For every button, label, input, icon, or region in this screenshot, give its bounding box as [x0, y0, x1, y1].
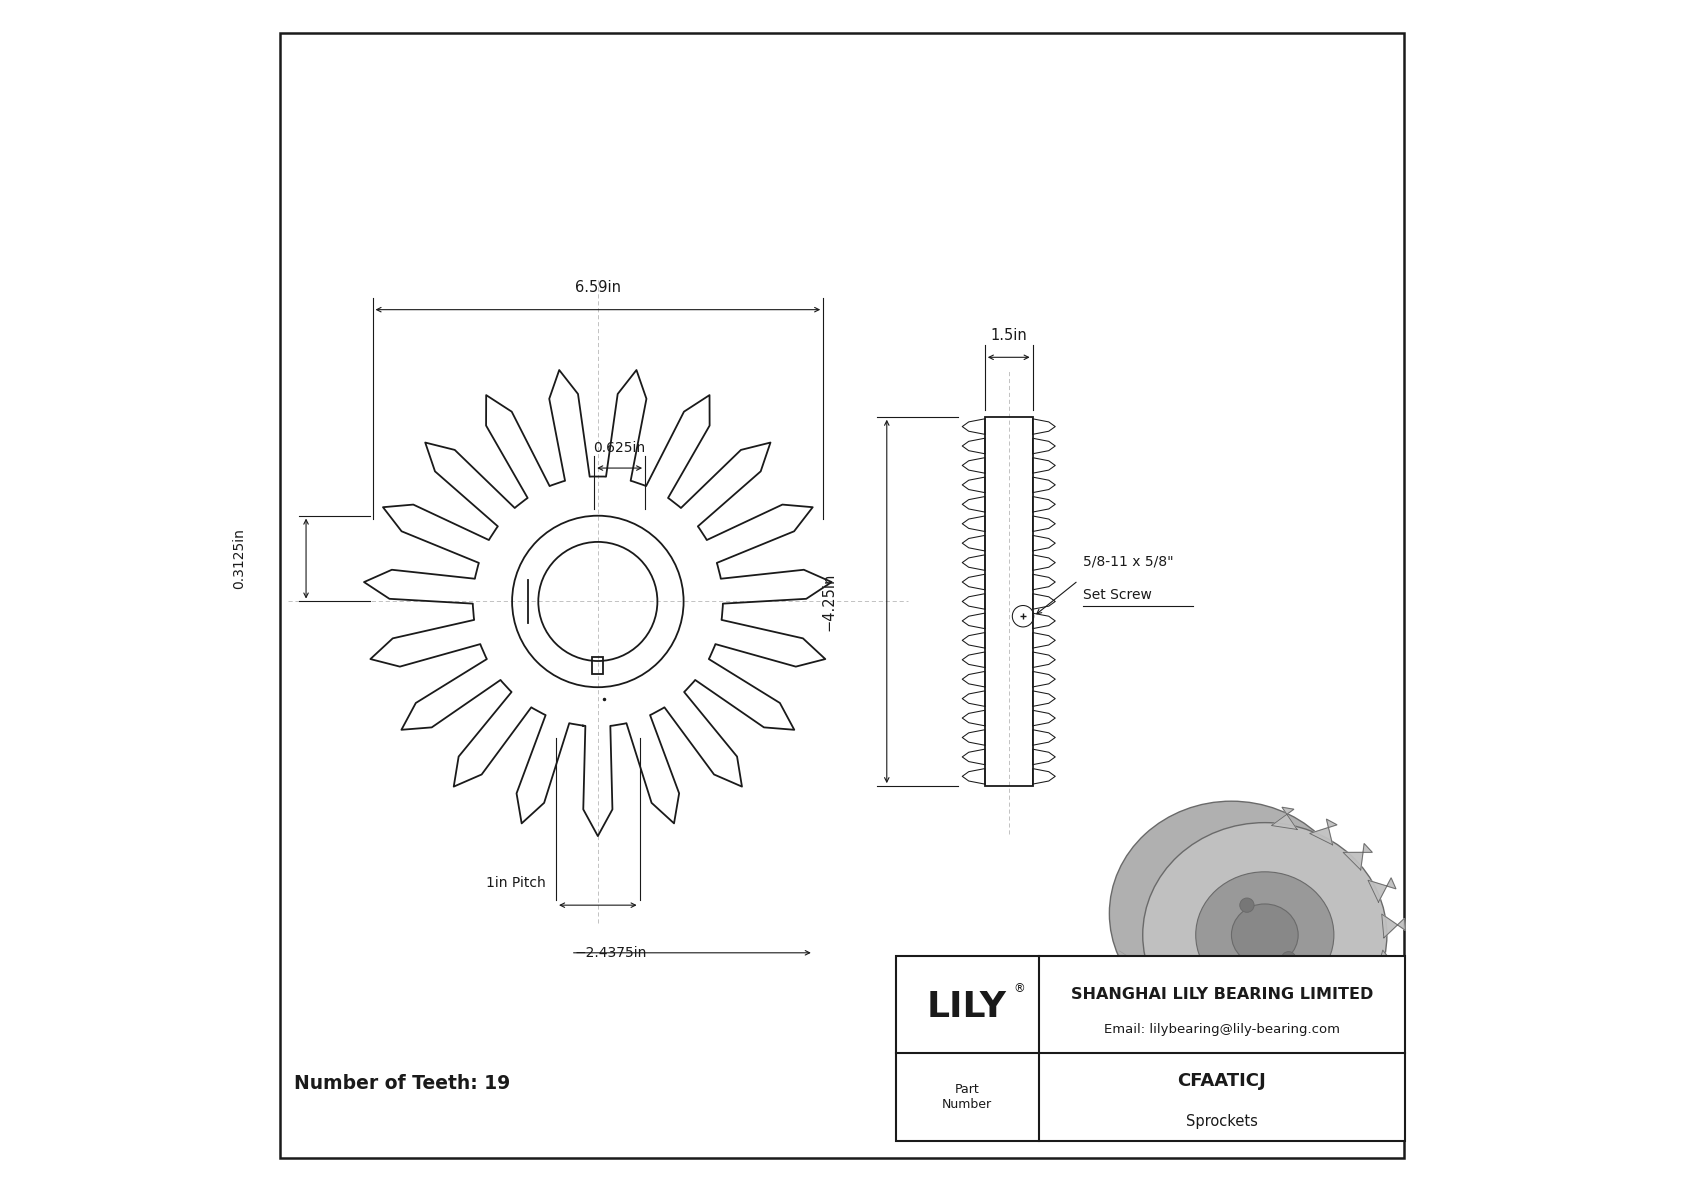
Polygon shape — [1032, 749, 1056, 765]
Polygon shape — [1357, 985, 1386, 1010]
Polygon shape — [1032, 555, 1056, 570]
Text: CFAATICJ: CFAATICJ — [1177, 1072, 1266, 1090]
Polygon shape — [1032, 574, 1056, 590]
Polygon shape — [1292, 1034, 1317, 1059]
Polygon shape — [962, 536, 985, 551]
Polygon shape — [1032, 613, 1056, 629]
Text: Number of Teeth: 19: Number of Teeth: 19 — [295, 1074, 510, 1093]
Text: 0.625in: 0.625in — [593, 441, 645, 455]
Text: −2.4375in: −2.4375in — [574, 946, 647, 960]
Polygon shape — [1032, 457, 1056, 473]
Polygon shape — [1032, 593, 1056, 610]
FancyBboxPatch shape — [896, 956, 1406, 1141]
Circle shape — [1282, 952, 1295, 966]
Polygon shape — [1032, 536, 1056, 551]
Text: 6.59in: 6.59in — [574, 280, 621, 295]
Polygon shape — [962, 632, 985, 648]
Polygon shape — [962, 768, 985, 784]
Text: Sprockets: Sprockets — [1186, 1115, 1258, 1129]
Polygon shape — [962, 574, 985, 590]
Polygon shape — [962, 710, 985, 725]
Polygon shape — [1032, 516, 1056, 531]
Polygon shape — [1032, 691, 1056, 706]
Polygon shape — [1032, 419, 1056, 435]
Polygon shape — [1032, 497, 1056, 512]
Polygon shape — [962, 749, 985, 765]
Text: 1.5in: 1.5in — [990, 328, 1027, 343]
Ellipse shape — [1162, 850, 1300, 977]
Polygon shape — [1032, 651, 1056, 667]
Text: SHANGHAI LILY BEARING LIMITED: SHANGHAI LILY BEARING LIMITED — [1071, 986, 1372, 1002]
Text: ®: ® — [1014, 981, 1026, 994]
Polygon shape — [962, 555, 985, 570]
Text: 0.3125in: 0.3125in — [232, 528, 246, 590]
Polygon shape — [1376, 950, 1403, 973]
Polygon shape — [1367, 878, 1396, 902]
Text: LILY: LILY — [928, 990, 1007, 1024]
Polygon shape — [1032, 438, 1056, 454]
Polygon shape — [962, 419, 985, 435]
Text: Email: lilybearing@lily-bearing.com: Email: lilybearing@lily-bearing.com — [1105, 1023, 1340, 1036]
Polygon shape — [1032, 672, 1056, 687]
Polygon shape — [962, 691, 985, 706]
Polygon shape — [1251, 1043, 1278, 1064]
Text: −4.25in: −4.25in — [822, 572, 837, 631]
Polygon shape — [962, 457, 985, 473]
Ellipse shape — [1110, 802, 1354, 1025]
Polygon shape — [1032, 730, 1056, 746]
Text: Part
Number: Part Number — [941, 1083, 992, 1111]
Polygon shape — [962, 613, 985, 629]
Polygon shape — [1271, 807, 1297, 829]
Polygon shape — [1032, 632, 1056, 648]
Text: 5/8-11 x 5/8": 5/8-11 x 5/8" — [1083, 555, 1174, 568]
Polygon shape — [962, 651, 985, 667]
Polygon shape — [962, 438, 985, 454]
Polygon shape — [1381, 913, 1406, 937]
Polygon shape — [962, 516, 985, 531]
Polygon shape — [962, 672, 985, 687]
Polygon shape — [1310, 819, 1337, 844]
Text: 1in Pitch: 1in Pitch — [487, 875, 546, 890]
Polygon shape — [1032, 478, 1056, 493]
Polygon shape — [1344, 843, 1372, 869]
Polygon shape — [1032, 710, 1056, 725]
Text: Set Screw: Set Screw — [1083, 588, 1152, 601]
Polygon shape — [962, 478, 985, 493]
Circle shape — [1239, 898, 1255, 912]
Ellipse shape — [1143, 823, 1388, 1047]
Polygon shape — [1032, 768, 1056, 784]
Polygon shape — [962, 730, 985, 746]
Polygon shape — [1327, 1014, 1356, 1040]
Polygon shape — [962, 497, 985, 512]
Polygon shape — [962, 593, 985, 610]
Ellipse shape — [1231, 904, 1298, 966]
Ellipse shape — [1196, 872, 1334, 998]
